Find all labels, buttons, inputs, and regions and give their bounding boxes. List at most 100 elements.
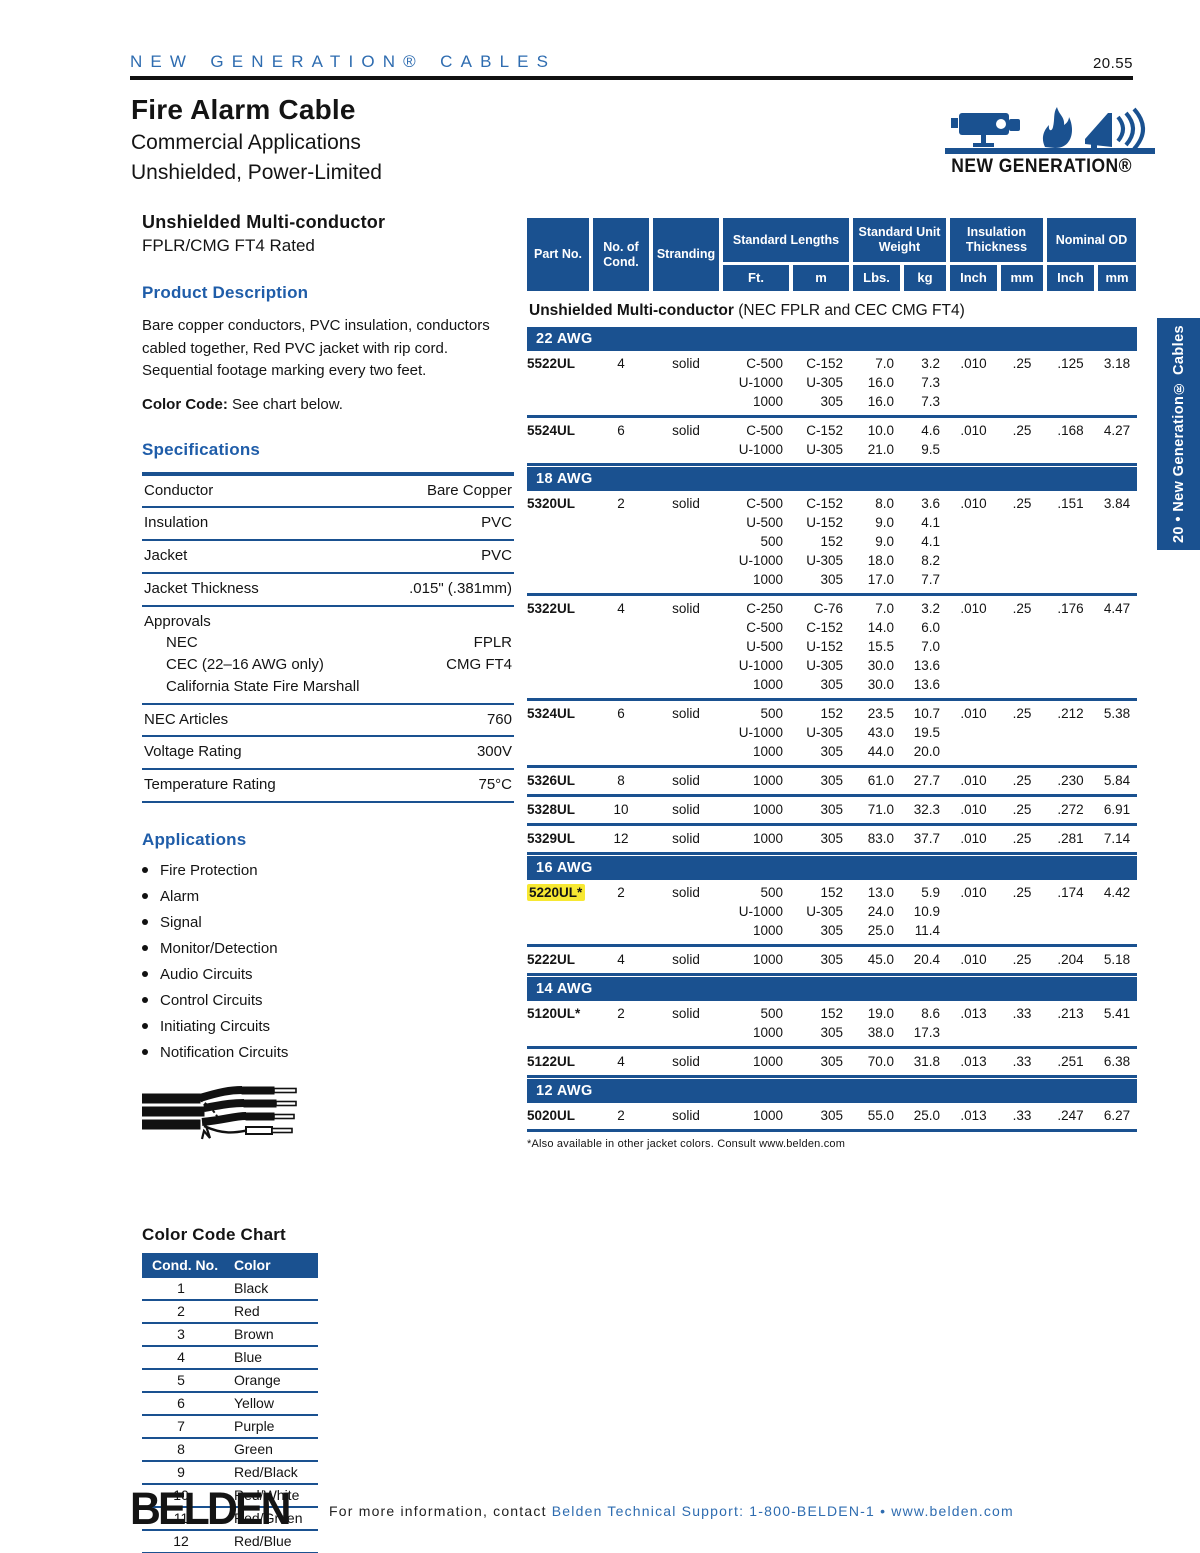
cell-ins_mm: .25 [1001,950,1043,969]
spec-value: 300V [476,743,512,761]
color-code-chart-header: Cond. No. Color [142,1252,318,1278]
product-subheading: FPLR/CMG FT4 Rated [142,236,315,255]
cell-ins_mm-line: .25 [1012,356,1032,371]
table-row: 5320UL 2 solid C-500 U-500 500 U-1000 1000 C-152… [527,491,1137,596]
cell-part: 5120UL* [527,1004,589,1023]
cell-ins_mm-line: .25 [1012,831,1032,846]
cell-lbs-line: 38.0 [867,1025,894,1040]
cell-ins_mm: .25 [1001,771,1043,790]
color-chart-color: Orange [234,1371,281,1388]
col-header-part-no: Part No. [527,218,589,291]
cell-lbs-line: 7.0 [875,601,894,616]
cell-part: 5326UL [527,771,589,790]
cell-kg: 3.6 4.1 4.1 8.2 7.7 [904,494,946,589]
cell-cond-line: 2 [617,885,625,900]
cell-ft-line: C-500 [746,356,783,371]
application-item: Monitor/Detection [142,940,514,957]
cell-ins_mm-line: .33 [1012,1108,1032,1123]
cell-ins_mm: .33 [1001,1052,1043,1071]
cell-stranding: solid [653,1052,719,1071]
cell-ft-line: 1000 [752,923,783,938]
cell-od_in: .247 [1047,1106,1094,1125]
spec-label: Temperature Rating [144,776,276,793]
spec-sublabel: NEC [166,634,198,652]
cell-part: 5329UL [527,829,589,848]
cell-ins_mm: .25 [1001,354,1043,373]
spec-sublabel: CEC (22–16 AWG only) [166,656,324,673]
cell-stranding: solid [653,1004,719,1023]
color-chart-cond-no: 11 [173,1509,189,1526]
cell-od_in: .176 [1047,599,1094,618]
cell-kg-line: 37.7 [913,831,940,846]
cell-od_mm-line: 6.91 [1103,802,1131,817]
cell-part: 5524UL [527,421,589,440]
bullet-icon [142,996,148,1003]
spec-value: PVC [481,547,512,564]
cell-kg-line: 3.2 [921,356,940,371]
color-chart-cond-no: 7 [177,1417,185,1434]
section-side-tab-label: 20 • New Generation® Cables [1170,324,1187,544]
product-table: Part No. No. of Cond. Stranding Standard… [527,218,1137,1150]
cell-m: 305 [793,800,849,819]
cell-od_in: .272 [1047,800,1094,819]
color-chart-col-color: Color [234,1257,271,1274]
cell-od_in-line: .272 [1057,802,1084,817]
page-subtitle-1: Commercial Applications [131,131,361,154]
cell-m: 305 [793,1052,849,1071]
bullet-icon [142,1048,148,1055]
col-header-no-of-cond: No. of Cond. [593,218,649,291]
cell-od_in-line: .151 [1057,496,1084,511]
color-chart-row: 9 Red/Black [142,1462,318,1485]
cell-ft-line: 1000 [752,1054,783,1069]
title-block: Fire Alarm Cable Commercial Applications… [131,94,382,187]
cell-kg: 8.6 17.3 [904,1004,946,1042]
awg-section-band: 18 AWG [527,467,1137,491]
cell-stranding: solid [653,421,719,440]
spec-row-main: NEC Articles 760 [144,709,512,731]
cell-kg-line: 7.3 [921,375,940,390]
cell-od_in-line: .168 [1057,423,1084,438]
cell-kg: 5.9 10.9 11.4 [904,883,946,940]
cell-ft-line: U-500 [746,515,783,530]
application-item: Fire Protection [142,862,514,879]
table-row: 5329UL 12 solid 1000 305 83.0 37.7 .010 .25 .281 7… [527,826,1137,855]
applications-list: Fire Protection Alarm Signal Monitor/Detect… [142,862,514,1061]
cell-part-line: 5522UL [527,356,576,371]
cell-od_mm: 5.18 [1098,950,1136,969]
color-chart-cond-no: 1 [177,1279,185,1296]
cell-kg-line: 13.6 [913,677,940,692]
cell-ins_in: .010 [950,421,997,440]
color-code-note-label: Color Code: [142,395,228,413]
cell-od_mm-line: 6.38 [1103,1054,1131,1069]
cell-m-line: C-152 [806,620,843,635]
cell-part-line: 5222UL [527,952,576,967]
cell-kg: 27.7 [904,771,946,790]
cell-stranding-line: solid [672,1054,700,1069]
cell-lbs: 23.5 43.0 44.0 [853,704,900,761]
new-generation-logo-icons [945,107,1155,154]
table-row: 5222UL 4 solid 1000 305 45.0 20.4 .010 .25 .204 5.… [527,947,1137,976]
color-chart-cond-no: 2 [177,1302,185,1319]
cell-stranding: solid [653,494,719,513]
cell-ft-line: 1000 [752,952,783,967]
cell-ins_in: .010 [950,883,997,902]
color-chart-row: 1 Black [142,1278,318,1301]
col-header-insulation-thickness: Insulation Thickness [950,218,1043,262]
cell-ft-line: 1000 [752,394,783,409]
cell-cond: 2 [593,1004,649,1023]
cell-stranding: solid [653,800,719,819]
cell-od_in: .251 [1047,1052,1094,1071]
cell-kg-line: 20.0 [913,744,940,759]
cell-kg: 3.2 7.3 7.3 [904,354,946,411]
cell-kg: 25.0 [904,1106,946,1125]
cell-part: 5320UL [527,494,589,513]
cell-ins_in-line: .010 [960,706,987,721]
spec-subvalue: CMG FT4 [446,656,512,673]
cell-lbs-line: 15.5 [867,639,894,654]
cell-lbs-line: 23.5 [867,706,894,721]
cell-lbs-line: 8.0 [875,496,894,511]
unit-header-od-inch: Inch [1047,265,1094,291]
cell-lbs-line: 21.0 [867,442,894,457]
cell-ft-line: 1000 [752,572,783,587]
cell-m-line: 305 [820,677,843,692]
